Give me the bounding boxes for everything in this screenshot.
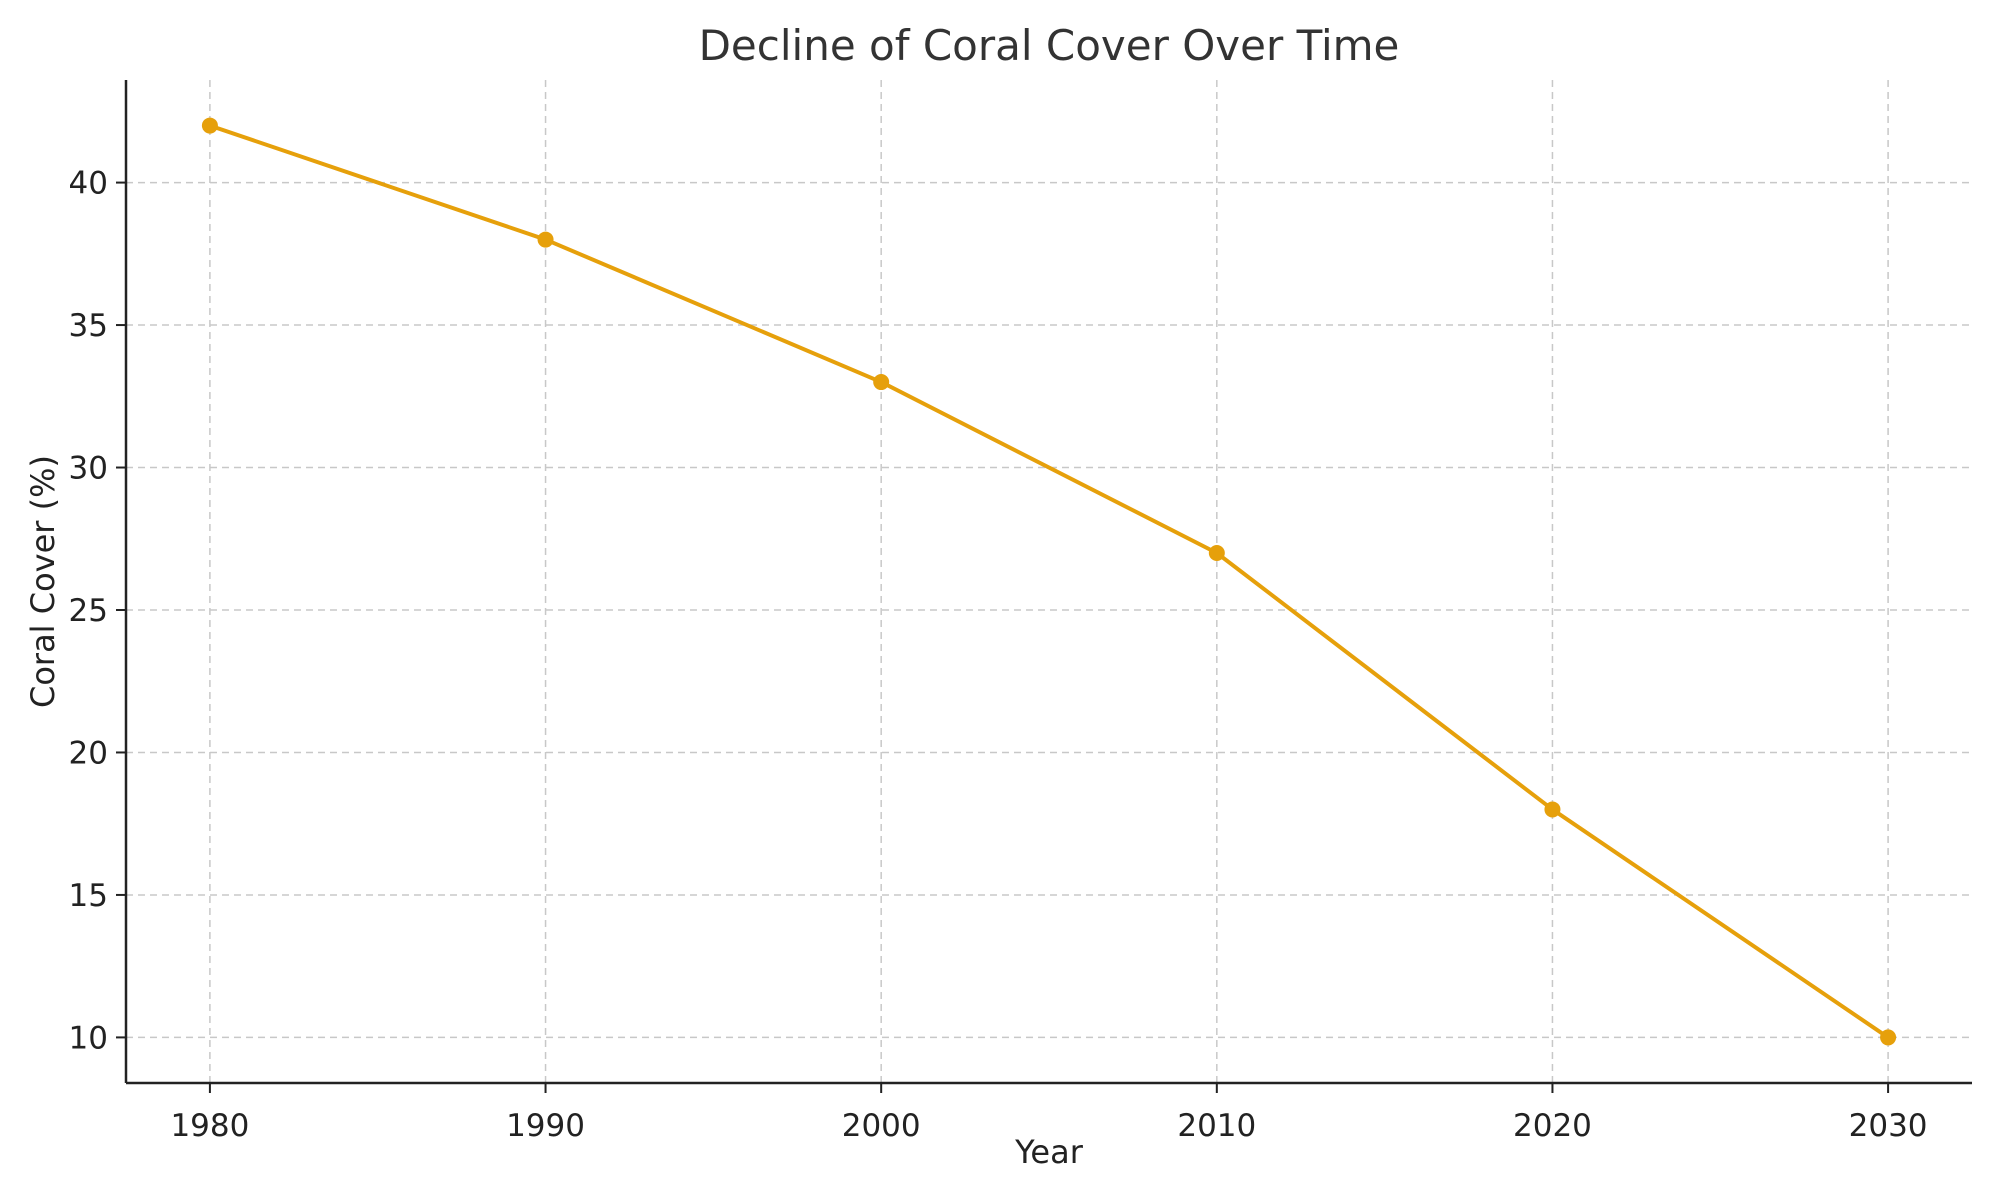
y-tick-label: 10 — [69, 1020, 108, 1056]
series — [201, 117, 1897, 1046]
data-point — [1880, 1029, 1897, 1046]
data-point — [1544, 801, 1561, 818]
y-tick-label: 20 — [69, 735, 108, 771]
data-point — [201, 117, 218, 134]
grid — [126, 80, 1972, 1083]
x-tick-label: 1980 — [170, 1108, 249, 1144]
y-tick-label: 40 — [69, 166, 108, 202]
data-point — [873, 374, 890, 391]
x-tick-label: 1990 — [506, 1108, 585, 1144]
x-tick-label: 2020 — [1513, 1108, 1592, 1144]
data-point — [537, 231, 554, 248]
x-tick-label: 2010 — [1177, 1108, 1256, 1144]
y-tick-label: 30 — [69, 451, 108, 487]
data-point — [1208, 545, 1225, 562]
y-tick-label: 25 — [69, 593, 108, 629]
axes — [124, 80, 1972, 1085]
x-axis-title: Year — [1014, 1133, 1084, 1171]
y-tick-label: 35 — [69, 308, 108, 344]
x-tick-label: 2000 — [842, 1108, 921, 1144]
series-line — [207, 123, 1891, 1040]
chart-title: Decline of Coral Cover Over Time — [699, 21, 1400, 70]
ticks: 1980 1990 2000 2010 2020 2030 10 15 20 25 30 35 40 — [69, 166, 1928, 1144]
y-tick-label: 15 — [69, 878, 108, 914]
y-axis-title: Coral Cover (%) — [24, 455, 62, 708]
x-tick-label: 2030 — [1849, 1108, 1928, 1144]
